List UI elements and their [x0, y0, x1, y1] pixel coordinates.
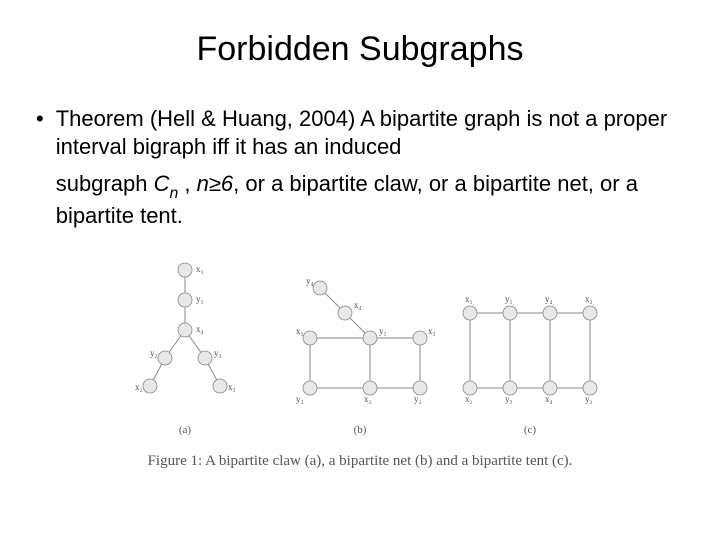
panel-label: (b) [354, 424, 367, 436]
graph-node [213, 379, 227, 393]
bullet-dot: • [36, 105, 44, 133]
graph-node [413, 381, 427, 395]
node-label: x₂ [364, 394, 372, 404]
cn-c: C [154, 171, 170, 196]
node-label: y₃ [296, 394, 304, 404]
slide: Forbidden Subgraphs • Theorem (Hell & Hu… [0, 0, 720, 540]
figure-svg: x₁ y₁ x₄ y₂ y₃ x₂ x₃ (a) y₄ x₄ y₁ x₁ y₃ x₂ y₂ x₃ (b) x₁ x₃… [110, 258, 610, 438]
page-title: Forbidden Subgraphs [30, 30, 690, 69]
node-label: y₁ [379, 326, 387, 336]
node-label: y₃ [505, 394, 513, 404]
node-label: x₃ [428, 326, 436, 336]
graph-node [158, 351, 172, 365]
figure-block: x₁ y₁ x₄ y₂ y₃ x₂ x₃ (a) y₄ x₄ y₁ x₁ y₃ x₂ y₂ x₃ (b) x₁ x₃… [30, 258, 690, 470]
bullet-item: • Theorem (Hell & Huang, 2004) A biparti… [36, 105, 690, 230]
theorem-text: Theorem (Hell & Huang, 2004) A bipartite… [56, 105, 690, 230]
graph-node [413, 331, 427, 345]
panel-label: (a) [179, 424, 192, 436]
graph-node [503, 381, 517, 395]
node-label: x₄ [545, 394, 553, 404]
node-label: x₁ [196, 264, 204, 274]
node-label: x₂ [465, 394, 473, 404]
node-label: y₃ [214, 348, 222, 358]
node-label: x₂ [135, 382, 143, 392]
graph-node [178, 263, 192, 277]
graph-node [463, 381, 477, 395]
graph-node [313, 281, 327, 295]
theorem-line2a: subgraph [56, 171, 154, 196]
node-label: x₃ [585, 294, 593, 304]
node-label: x₄ [354, 300, 362, 310]
cn-n: n [169, 185, 178, 202]
graph-node [303, 381, 317, 395]
node-label: y₄ [306, 276, 314, 286]
ge6: ≥6 [209, 171, 233, 196]
theorem-block: • Theorem (Hell & Huang, 2004) A biparti… [36, 105, 690, 230]
graph-node [338, 306, 352, 320]
figure-caption: Figure 1: A bipartite claw (a), a bipart… [30, 453, 690, 470]
graph-node [543, 306, 557, 320]
node-label: x₁ [465, 294, 473, 304]
graph-node [583, 381, 597, 395]
node-label: x₄ [196, 324, 204, 334]
graph-node [363, 331, 377, 345]
graph-node [543, 381, 557, 395]
graph-node [503, 306, 517, 320]
graph-node [178, 293, 192, 307]
graph-node [178, 323, 192, 337]
node-label: x₁ [296, 326, 304, 336]
graph-node [363, 381, 377, 395]
node-label: y₂ [150, 348, 158, 358]
graph-node [463, 306, 477, 320]
panel-label: (c) [524, 424, 537, 436]
node-label: y₁ [196, 294, 204, 304]
graph-node [583, 306, 597, 320]
theorem-comma: , [178, 171, 196, 196]
graph-node [143, 379, 157, 393]
graph-node [303, 331, 317, 345]
node-label: x₃ [228, 382, 236, 392]
node-label: y₂ [585, 394, 593, 404]
n-var: n [197, 171, 209, 196]
node-label: y₄ [545, 294, 553, 304]
node-label: y₂ [414, 394, 422, 404]
graph-node [198, 351, 212, 365]
node-label: y₁ [505, 294, 513, 304]
theorem-lead: Theorem (Hell & Huang, 2004) [56, 106, 356, 131]
